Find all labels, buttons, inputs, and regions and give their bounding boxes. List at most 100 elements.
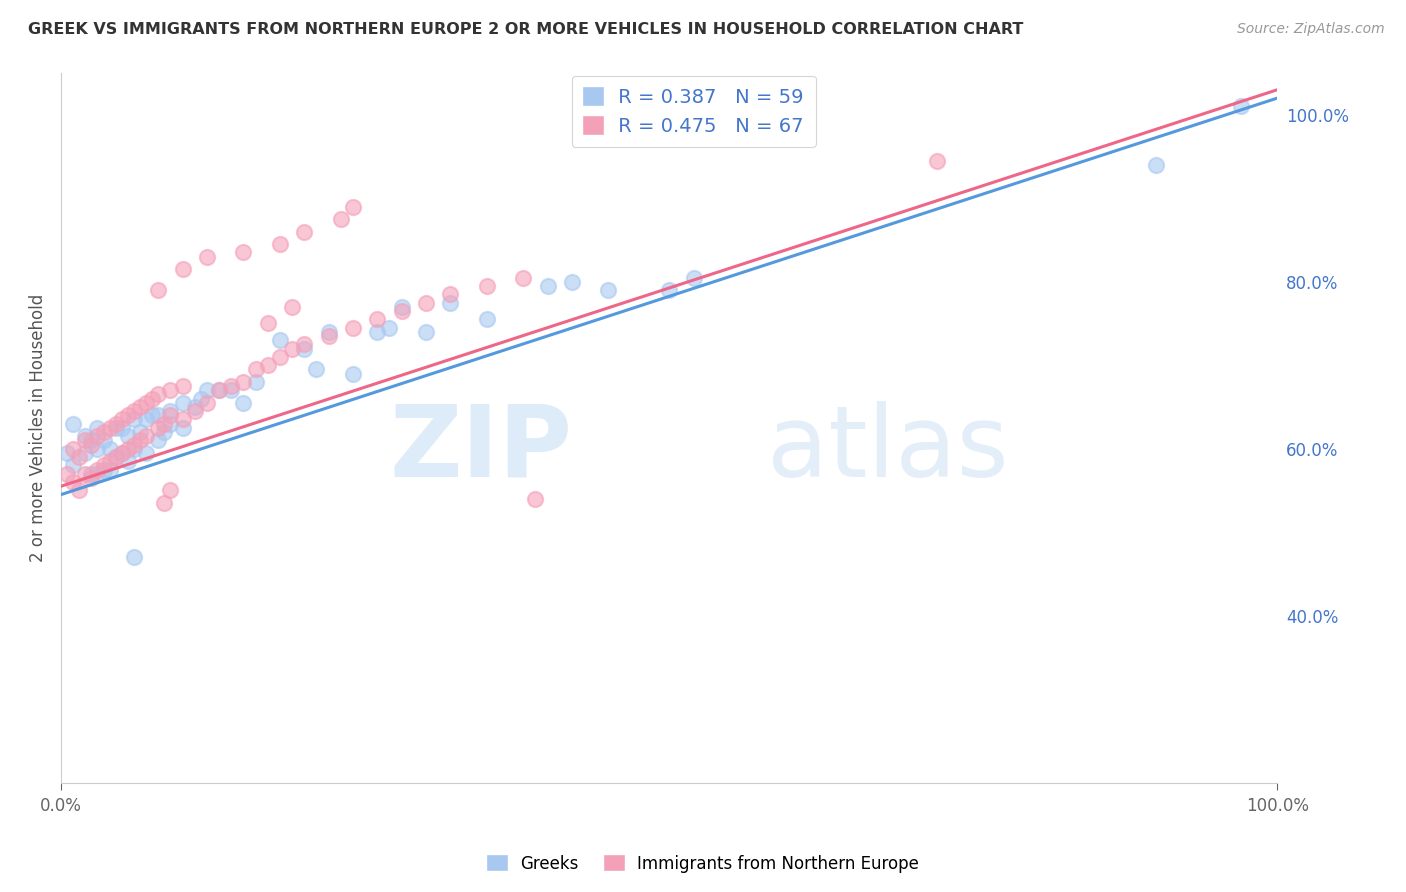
Legend:  R = 0.387   N = 59,  R = 0.475   N = 67: R = 0.387 N = 59, R = 0.475 N = 67: [572, 76, 815, 147]
Point: [256, 358, 278, 372]
Point: [561, 275, 583, 289]
Point: [172, 379, 194, 393]
Point: [269, 333, 291, 347]
Point: [104, 417, 127, 431]
Point: [219, 379, 242, 393]
Point: [75, 434, 97, 448]
Point: [256, 317, 278, 331]
Point: [75, 467, 97, 481]
Point: [148, 409, 170, 423]
Point: [86, 421, 108, 435]
Point: [524, 491, 547, 506]
Point: [159, 384, 181, 398]
Point: [86, 462, 108, 476]
Point: [475, 279, 498, 293]
Point: [75, 446, 97, 460]
Point: [318, 325, 340, 339]
Text: Source: ZipAtlas.com: Source: ZipAtlas.com: [1237, 22, 1385, 37]
Point: [122, 412, 145, 426]
Point: [208, 384, 231, 398]
Point: [366, 312, 388, 326]
Point: [148, 434, 170, 448]
Point: [129, 434, 152, 448]
Point: [208, 384, 231, 398]
Point: [536, 279, 558, 293]
Point: [117, 409, 139, 423]
Point: [67, 450, 90, 464]
Point: [56, 446, 79, 460]
Point: [104, 450, 127, 464]
Point: [141, 409, 163, 423]
Point: [141, 392, 163, 406]
Point: [232, 375, 254, 389]
Point: [80, 467, 103, 481]
Point: [342, 320, 364, 334]
Point: [56, 467, 79, 481]
Point: [292, 337, 315, 351]
Point: [86, 442, 108, 456]
Point: [148, 421, 170, 435]
Point: [153, 496, 176, 510]
Point: [122, 442, 145, 456]
Point: [342, 200, 364, 214]
Legend: Greeks, Immigrants from Northern Europe: Greeks, Immigrants from Northern Europe: [481, 848, 925, 880]
Point: [366, 325, 388, 339]
Point: [86, 467, 108, 481]
Point: [159, 404, 181, 418]
Point: [195, 396, 218, 410]
Text: GREEK VS IMMIGRANTS FROM NORTHERN EUROPE 2 OR MORE VEHICLES IN HOUSEHOLD CORRELA: GREEK VS IMMIGRANTS FROM NORTHERN EUROPE…: [28, 22, 1024, 37]
Point: [439, 287, 461, 301]
Point: [391, 304, 413, 318]
Point: [111, 412, 134, 426]
Point: [135, 429, 157, 443]
Point: [512, 270, 534, 285]
Point: [281, 300, 304, 314]
Point: [281, 342, 304, 356]
Point: [129, 425, 152, 439]
Point: [292, 342, 315, 356]
Point: [111, 446, 134, 460]
Point: [80, 434, 103, 448]
Point: [62, 458, 84, 473]
Point: [195, 384, 218, 398]
Point: [98, 462, 121, 476]
Text: atlas: atlas: [766, 401, 1008, 498]
Point: [75, 429, 97, 443]
Point: [159, 417, 181, 431]
Point: [159, 409, 181, 423]
Point: [598, 283, 620, 297]
Point: [219, 384, 242, 398]
Point: [98, 454, 121, 468]
Point: [195, 250, 218, 264]
Point: [658, 283, 681, 297]
Point: [172, 421, 194, 435]
Point: [184, 404, 207, 418]
Point: [135, 446, 157, 460]
Point: [475, 312, 498, 326]
Point: [93, 458, 115, 473]
Point: [135, 396, 157, 410]
Point: [122, 550, 145, 565]
Point: [62, 442, 84, 456]
Point: [342, 367, 364, 381]
Point: [415, 325, 437, 339]
Point: [269, 237, 291, 252]
Point: [1230, 99, 1253, 113]
Point: [391, 300, 413, 314]
Point: [93, 425, 115, 439]
Point: [80, 437, 103, 451]
Point: [104, 450, 127, 464]
Point: [318, 329, 340, 343]
Point: [80, 471, 103, 485]
Point: [122, 437, 145, 451]
Point: [292, 225, 315, 239]
Point: [62, 475, 84, 489]
Point: [232, 396, 254, 410]
Point: [682, 270, 704, 285]
Point: [117, 442, 139, 456]
Point: [129, 400, 152, 414]
Point: [269, 350, 291, 364]
Point: [925, 153, 948, 168]
Point: [111, 421, 134, 435]
Point: [62, 417, 84, 431]
